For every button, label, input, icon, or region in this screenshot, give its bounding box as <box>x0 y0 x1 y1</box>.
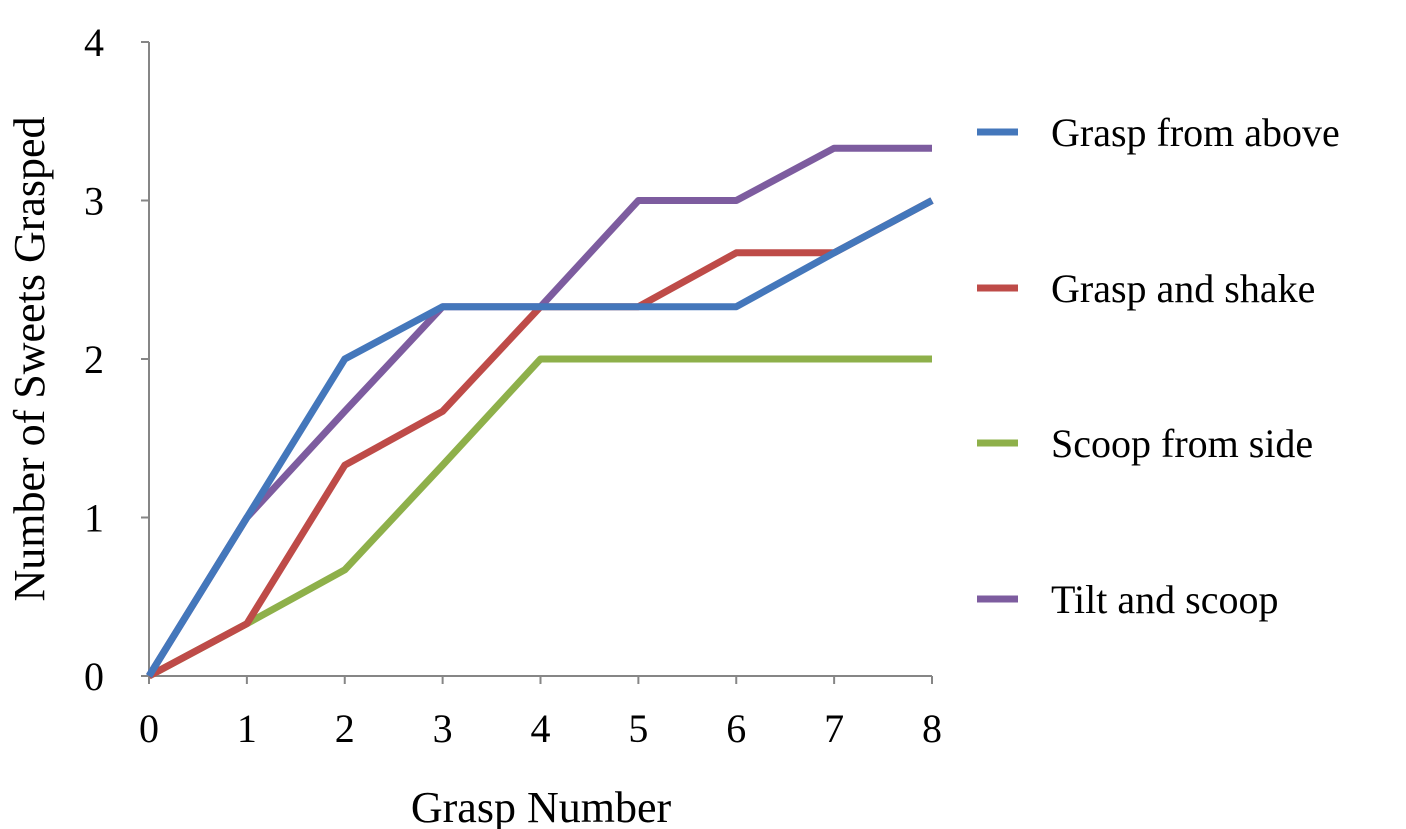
x-tick-label: 0 <box>139 706 159 751</box>
x-tick-label: 7 <box>824 706 844 751</box>
x-tick-label: 3 <box>433 706 453 751</box>
x-axis: 0 1 2 3 4 5 6 7 8 <box>139 675 942 751</box>
series-lines <box>146 144 934 680</box>
legend-label: Scoop from side <box>1051 421 1313 466</box>
y-tick-label: 3 <box>84 179 104 224</box>
legend-item: Grasp from above <box>977 110 1340 155</box>
x-tick-label: 6 <box>726 706 746 751</box>
y-tick-label: 0 <box>84 654 104 699</box>
legend-label: Grasp and shake <box>1051 266 1315 311</box>
legend-item: Tilt and scoop <box>977 577 1278 622</box>
legend-item: Scoop from side <box>977 421 1313 466</box>
y-tick-label: 4 <box>84 20 104 65</box>
x-tick-label: 2 <box>335 706 355 751</box>
legend-label: Tilt and scoop <box>1051 577 1278 622</box>
legend-item: Grasp and shake <box>977 266 1315 311</box>
legend: Grasp from above Grasp and shake Scoop fro… <box>977 110 1340 622</box>
series-line-grasp-from-above <box>146 197 934 678</box>
x-tick-label: 4 <box>531 706 551 751</box>
y-axis-title: Number of Sweets Grasped <box>5 116 54 601</box>
x-tick-label: 5 <box>628 706 648 751</box>
legend-label: Grasp from above <box>1051 110 1340 155</box>
x-tick-label: 1 <box>237 706 257 751</box>
y-tick-label: 2 <box>84 337 104 382</box>
series-line-scoop-from-side <box>147 355 932 680</box>
x-tick-label: 8 <box>922 706 942 751</box>
series-line-grasp-and-shake <box>147 197 934 680</box>
y-tick-label: 1 <box>84 496 104 541</box>
x-axis-title: Grasp Number <box>411 783 672 829</box>
y-axis: 0 1 2 3 4 <box>84 20 150 699</box>
